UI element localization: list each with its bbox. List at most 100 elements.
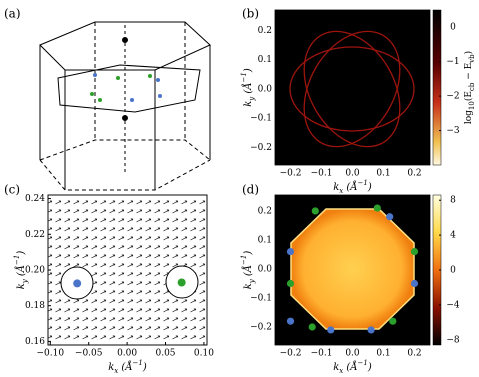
x-tick-label: 0.2	[407, 169, 421, 179]
y-axis-label-part: −1	[240, 72, 248, 82]
colorbar-label-part: cb	[468, 82, 476, 91]
x-tick-label: 0.1	[376, 349, 390, 359]
colorbar-label: log10(Ecb − Evb)	[463, 51, 477, 124]
x-tick-label: −0.1	[311, 349, 333, 359]
point	[73, 279, 82, 288]
colorbar-tick-label: 8	[450, 196, 456, 206]
y-tick-label: 0.2	[258, 26, 272, 36]
colorbar-label-part: − E	[464, 63, 474, 83]
y-axis-label-part: y	[21, 278, 29, 284]
panel-label: (c)	[4, 183, 20, 197]
y-axis-label-part: k	[243, 101, 254, 107]
x-axis-label-part: k	[333, 362, 339, 373]
heatmap-region	[290, 208, 415, 330]
heatmap-rings	[289, 30, 415, 148]
x-axis-label-part: x	[114, 367, 118, 375]
y-tick-label: 0.1	[258, 235, 272, 245]
y-tick-label: 0.16	[25, 337, 45, 347]
x-tick-label: −0.2	[280, 349, 302, 359]
y-axis-label-part: )	[243, 68, 254, 73]
y-tick-label: 0.1	[258, 55, 272, 65]
x-tick-label: −0.05	[75, 349, 103, 359]
panel-label: (a)	[4, 7, 21, 21]
x-axis-label: kx (Å−1)	[108, 359, 147, 375]
y-axis-label-part: )	[243, 251, 254, 256]
y-axis-label: ky (Å−1)	[240, 68, 256, 107]
point	[410, 247, 419, 256]
x-axis-label: kx (Å−1)	[333, 359, 372, 375]
point	[286, 247, 295, 256]
point	[386, 213, 394, 221]
colorbar-label-part: )	[463, 51, 474, 55]
y-tick-label: −0.2	[250, 143, 272, 153]
x-axis-label-part: (Å	[343, 181, 357, 193]
colorbar-tick-label: −4	[446, 300, 460, 310]
y-axis-label-part: (Å	[242, 82, 254, 96]
x-tick-label: 0.1	[376, 169, 390, 179]
x-axis-label-part: x	[339, 187, 343, 195]
y-tick-label: 0.24	[25, 194, 45, 204]
y-tick-label: 0.18	[25, 301, 45, 311]
x-axis-label-part: (Å	[343, 361, 357, 373]
y-axis-label-part: −1	[13, 255, 21, 265]
point	[177, 278, 186, 287]
y-tick-label: −0.2	[250, 323, 272, 333]
x-tick-label: 0.0	[345, 349, 360, 359]
y-axis-label-part: k	[16, 283, 27, 289]
colorbar-label-part: (E	[463, 91, 474, 101]
x-axis-label-part: )	[367, 362, 372, 373]
y-tick-label: −0.1	[250, 114, 272, 124]
point	[286, 279, 295, 288]
y-axis-label: ky (Å−1)	[240, 251, 256, 290]
colorbar-tick-label: 0	[450, 23, 456, 33]
x-axis-label-part: )	[142, 362, 147, 373]
crystal-diagram	[39, 21, 211, 191]
colorbar-tick-label: −1	[446, 57, 459, 67]
y-tick-label: 0.0	[258, 264, 273, 274]
point	[311, 207, 319, 215]
x-axis-label-part: −1	[358, 359, 368, 367]
y-axis-label: ky (Å−1)	[13, 251, 29, 290]
colorbar-label-part: vb	[468, 54, 476, 64]
y-axis-label-part: k	[243, 283, 254, 289]
point	[367, 326, 375, 334]
point	[286, 317, 295, 325]
y-axis-label-part: y	[248, 278, 256, 284]
x-tick-label: 0.10	[194, 349, 214, 359]
y-tick-label: 0.2	[258, 206, 272, 216]
x-axis-label-part: −1	[358, 179, 368, 187]
colorbar-tick-label: −8	[446, 335, 460, 345]
y-axis-label-part: −1	[240, 255, 248, 265]
x-axis-label-part: )	[367, 182, 372, 193]
y-tick-label: 0.22	[25, 230, 45, 240]
colorbar-tick-label: −3	[446, 126, 460, 136]
x-axis-label: kx (Å−1)	[333, 179, 372, 195]
colorbar-label-part: log	[464, 110, 474, 124]
x-tick-label: −0.10	[37, 349, 65, 359]
point	[410, 279, 419, 288]
point	[373, 204, 381, 212]
x-tick-label: 0.2	[407, 349, 421, 359]
x-axis-label-part: k	[333, 182, 339, 193]
colorbar-tick-label: 4	[450, 231, 456, 241]
x-tick-label: −0.1	[311, 169, 333, 179]
colorbar	[432, 9, 442, 166]
x-axis-label-part: k	[108, 362, 114, 373]
colorbar-label-part: 10	[468, 101, 476, 110]
point	[308, 323, 316, 331]
panel-label: (b)	[242, 7, 259, 21]
y-axis-label-part: (Å	[15, 265, 27, 279]
x-axis-label-part: −1	[133, 359, 143, 367]
heatmap-background	[275, 10, 430, 165]
y-tick-label: −0.1	[250, 293, 272, 303]
x-axis-label-part: (Å	[118, 361, 132, 373]
panel-label: (d)	[242, 183, 259, 197]
y-tick-label: 0.0	[258, 84, 273, 94]
y-axis-label-part: (Å	[242, 265, 254, 279]
x-tick-label: 0.05	[155, 349, 175, 359]
point	[389, 317, 397, 325]
y-axis-label-part: y	[248, 96, 256, 102]
x-axis-label-part: x	[339, 367, 343, 375]
x-tick-label: 0.0	[345, 169, 360, 179]
